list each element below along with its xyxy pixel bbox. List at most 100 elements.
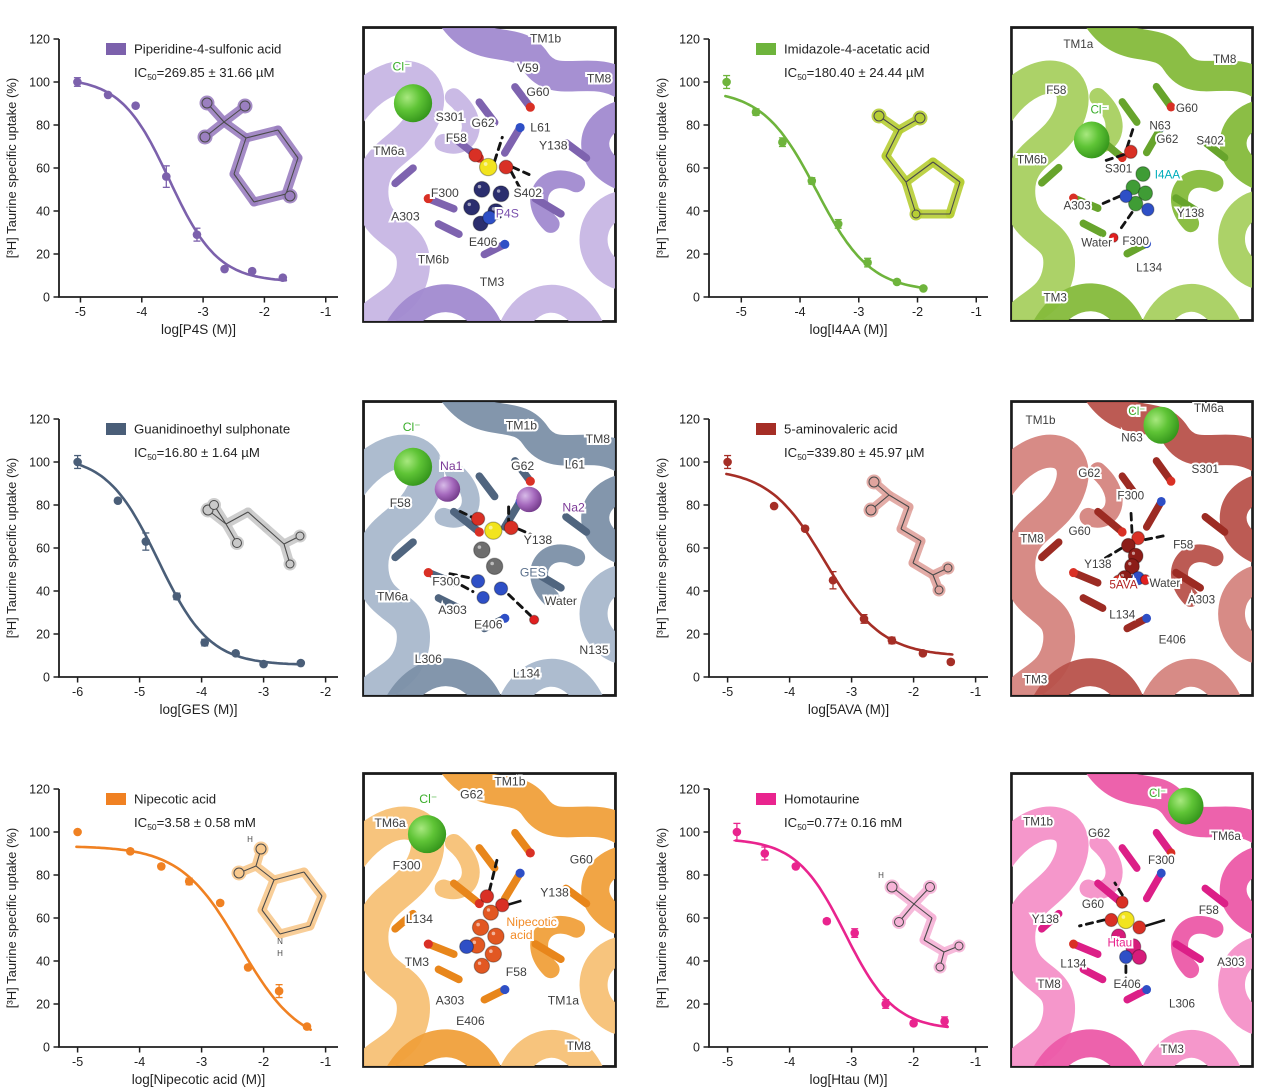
x-tick-label: -4 [784,685,795,699]
data-point [863,258,872,267]
data-point [192,230,202,239]
y-tick-label: 120 [29,782,50,796]
svg-text:H: H [878,871,884,880]
y-tick-label: 0 [693,670,700,684]
data-point [113,496,123,505]
protein-ribbons [364,774,615,1066]
y-tick-label: 100 [29,75,50,89]
residue-label: F300 [1148,853,1175,867]
chart-guanidinoethyl-sulphonate: 0 20 40 60 80 100 120 -6 -5 -4 -3 -2 log[GES (M)] [³H… [4,412,338,717]
y-tick-label: 0 [693,290,700,304]
chart-5-aminovaleric-acid: 0 20 40 60 80 100 120 -5 -4 -3 -2 -1 log[5AVA (M)] [³… [654,412,988,717]
y-tick-label: 40 [686,204,700,218]
residue-label: A303 [1188,592,1216,606]
residue-label: S301 [1192,462,1220,476]
x-tick-label: -2 [908,685,919,699]
residue-label: S402 [1196,133,1224,147]
data-point [157,862,166,871]
residue-label: E406 [474,618,503,632]
y-tick-label: 20 [686,997,700,1011]
molecule-sketch [871,108,965,221]
data-point [946,657,956,667]
y-axis-label: [³H] Taurine specific uptake (%) [4,78,19,258]
ligand-atoms [1112,530,1151,588]
x-tick-label: -2 [912,305,923,319]
residue-label: V59 [517,61,539,75]
x-tick-label: -2 [908,1055,919,1069]
residue-label: Htau [1107,935,1132,949]
y-axis-label: [³H] Taurine specific uptake (%) [654,78,669,258]
residue-sticks [391,828,591,1004]
residue-label: Cl⁻ [419,792,437,806]
residue-label: Y138 [1177,206,1205,220]
data-point [822,916,832,926]
x-tick-label: -5 [134,685,145,699]
residue-label: F58 [506,965,527,979]
residue-label: L134 [406,912,433,926]
x-tick-label: -3 [198,305,209,319]
y-tick-label: 20 [686,247,700,261]
residue-label: TM8 [1020,531,1044,545]
protein-ribbons [364,28,615,321]
residue-label: TM8 [1213,52,1237,66]
residue-label: L134 [1109,607,1135,621]
data-point [302,1022,312,1031]
ligand-atoms [463,148,514,232]
residue-labels: Cl⁻ TM1b G62 TM6a F300 G60 F58 Y138 Htau L134 A303… [1021,784,1247,1058]
data-point [73,457,82,467]
svg-text:H: H [277,949,283,958]
hydrogen-bonds [1092,506,1169,567]
chart-nipecotic-acid: 0 20 40 60 80 100 120 -5 -4 -3 -2 -1 log[Nipecotic a… [4,782,338,1087]
residue-label: A303 [436,993,465,1007]
y-tick-label: 80 [36,118,50,132]
svg-text:H: H [247,835,253,844]
x-axis-label: log[GES (M)] [159,702,237,717]
y-tick-label: 40 [686,584,700,598]
y-tick-label: 40 [36,584,50,598]
legend-swatch [756,423,776,435]
residue-label: TM3 [405,955,430,969]
residue-label: F58 [1046,83,1067,97]
residue-label: L134 [513,667,540,681]
residue-label: TM3 [1024,672,1048,686]
y-tick-label: 120 [29,32,50,46]
molecule-sketch: NHH [231,835,327,958]
data-point [723,457,732,467]
residue-label: F58 [1199,903,1220,917]
data-point [881,999,890,1009]
data-point [126,847,135,856]
ic50-label: IC50=0.77± 0.16 mM [784,815,902,832]
y-tick-label: 40 [36,204,50,218]
y-tick-label: 80 [36,868,50,882]
ic50-label: IC50=3.58 ± 0.58 mM [134,815,256,832]
data-point [800,524,810,533]
data-point [231,649,240,658]
y-tick-label: 40 [36,954,50,968]
residue-label: Na1 [440,459,463,473]
residue-label: A303 [391,210,420,224]
residue-label: acid [510,928,532,942]
data-point [751,107,761,117]
x-tick-label: -6 [72,685,83,699]
residue-label: G60 [1176,101,1198,115]
residue-label: A303 [1063,198,1091,212]
data-point [278,273,288,282]
residue-label: L134 [1136,260,1162,274]
fit-curve [74,80,288,282]
residue-label: S301 [1105,161,1133,175]
residue-label: Y138 [540,885,569,899]
residue-label: G60 [1068,524,1090,538]
data-point [274,986,284,996]
x-axis-label: log[Htau (M)] [809,1072,887,1087]
data-point [769,501,779,511]
structure-panel-htau: Cl⁻ TM1b G62 TM6a F300 G60 F58 Y138 Htau L134 A303… [1010,772,1254,1068]
data-point [103,90,113,100]
residue-label: F300 [393,859,421,873]
data-point [247,266,257,276]
residue-label: Cl⁻ [1149,786,1166,800]
residue-label: P4S [496,207,519,221]
data-point [172,592,182,601]
residue-label: TM1a [548,993,579,1007]
